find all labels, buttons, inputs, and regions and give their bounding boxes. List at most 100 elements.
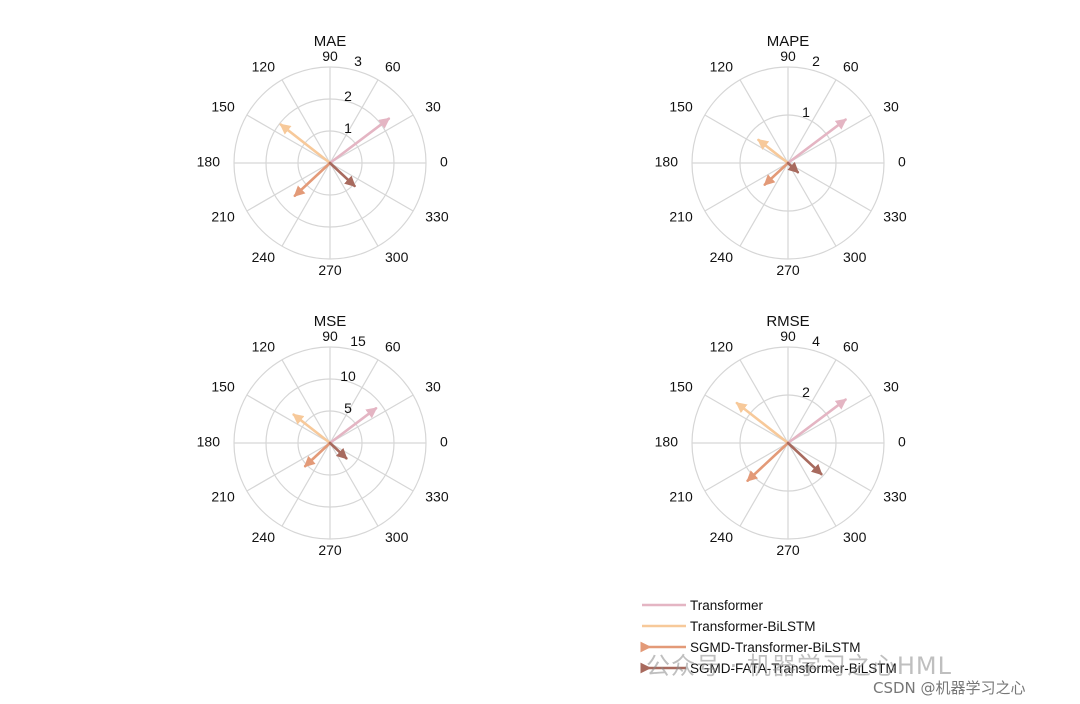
radial-tick-label: 10 bbox=[340, 368, 356, 384]
angle-tick-label: 30 bbox=[883, 99, 899, 115]
arrow-transformer bbox=[328, 117, 391, 165]
chart-title: MAE bbox=[314, 33, 347, 50]
angle-spoke bbox=[329, 162, 379, 247]
radial-tick-label: 1 bbox=[344, 120, 352, 136]
angle-spoke bbox=[787, 359, 837, 444]
legend-label: Transformer-BiLSTM bbox=[690, 619, 816, 634]
angle-tick-label: 330 bbox=[883, 209, 907, 225]
angle-tick-label: 300 bbox=[843, 529, 867, 545]
angle-tick-label: 150 bbox=[669, 99, 693, 115]
angle-spoke bbox=[329, 442, 414, 492]
arrow-transformer-bilstm bbox=[279, 123, 332, 165]
angle-spoke bbox=[329, 79, 379, 164]
angle-tick-label: 180 bbox=[655, 154, 679, 170]
angle-tick-label: 90 bbox=[780, 48, 796, 64]
arrow-transformer bbox=[786, 118, 847, 165]
arrow-sgmd-transformer-bilstm bbox=[746, 441, 790, 482]
angle-spoke bbox=[281, 359, 331, 444]
angle-tick-label: 30 bbox=[425, 379, 441, 395]
angle-spoke bbox=[329, 114, 414, 164]
chart-title: RMSE bbox=[766, 313, 809, 330]
angle-tick-label: 30 bbox=[425, 99, 441, 115]
radial-tick-label: 1 bbox=[802, 104, 810, 120]
angle-tick-label: 0 bbox=[440, 434, 448, 450]
radial-tick-label: 2 bbox=[802, 384, 810, 400]
angle-spoke bbox=[281, 162, 331, 247]
angle-spoke bbox=[246, 114, 331, 164]
radial-tick-label: 5 bbox=[344, 400, 352, 416]
angle-tick-label: 150 bbox=[669, 379, 693, 395]
angle-tick-label: 210 bbox=[211, 209, 235, 225]
angle-spoke bbox=[787, 162, 872, 212]
angle-spoke bbox=[246, 394, 331, 444]
angle-tick-label: 240 bbox=[252, 529, 276, 545]
angle-tick-label: 330 bbox=[883, 489, 907, 505]
angle-spoke bbox=[281, 442, 331, 527]
angle-tick-label: 210 bbox=[669, 489, 693, 505]
angle-spoke bbox=[704, 394, 789, 444]
angle-tick-label: 0 bbox=[440, 154, 448, 170]
angle-tick-label: 90 bbox=[322, 328, 338, 344]
legend-label: SGMD-Transformer-BiLSTM bbox=[690, 640, 861, 655]
angle-tick-label: 180 bbox=[197, 434, 221, 450]
angle-tick-label: 300 bbox=[385, 249, 409, 265]
angle-tick-label: 270 bbox=[318, 262, 342, 278]
chart-panels: 0306090120150180210240270300330123MAE030… bbox=[197, 33, 907, 558]
polar-panel-mae: 0 30 60 90 120 150 180 210 240 270 300 330 1 2 3 MAE bbox=[197, 33, 449, 278]
angle-tick-label: 210 bbox=[211, 489, 235, 505]
radial-tick-label: 3 bbox=[354, 53, 362, 69]
angle-tick-label: 270 bbox=[318, 542, 342, 558]
arrow-sgmd-transformer-bilstm bbox=[293, 161, 332, 198]
angle-spoke bbox=[246, 162, 331, 212]
csdn-watermark: CSDN @机器学习之心 bbox=[873, 679, 1026, 697]
angle-tick-label: 120 bbox=[710, 338, 734, 354]
angle-tick-label: 120 bbox=[252, 338, 276, 354]
angle-tick-label: 180 bbox=[197, 154, 221, 170]
angle-spoke bbox=[787, 162, 837, 247]
angle-spoke bbox=[739, 79, 789, 164]
angle-tick-label: 180 bbox=[655, 434, 679, 450]
angle-spoke bbox=[787, 442, 872, 492]
legend-entry: Transformer-BiLSTM bbox=[642, 619, 816, 634]
angle-tick-label: 210 bbox=[669, 209, 693, 225]
angle-spoke bbox=[787, 394, 872, 444]
angle-tick-label: 300 bbox=[385, 529, 409, 545]
arrow-sgmd-transformer-bilstm bbox=[763, 161, 790, 186]
arrow-sgmd-fata-transformer-bilstm bbox=[328, 161, 356, 188]
angle-spoke bbox=[704, 162, 789, 212]
radial-tick-label: 4 bbox=[812, 333, 820, 349]
angle-tick-label: 300 bbox=[843, 249, 867, 265]
angle-spoke bbox=[704, 442, 789, 492]
angle-spoke bbox=[739, 442, 789, 527]
legend-entry: SGMD-FATA-Transformer-BiLSTM bbox=[640, 661, 897, 676]
angle-spoke bbox=[329, 394, 414, 444]
angle-tick-label: 60 bbox=[385, 338, 401, 354]
arrow-sgmd-fata-transformer-bilstm bbox=[786, 161, 800, 174]
angle-spoke bbox=[739, 359, 789, 444]
angle-spoke bbox=[329, 442, 379, 527]
angle-tick-label: 270 bbox=[776, 542, 800, 558]
arrow-sgmd-fata-transformer-bilstm bbox=[328, 441, 348, 460]
angle-tick-label: 0 bbox=[898, 434, 906, 450]
angle-tick-label: 90 bbox=[780, 328, 796, 344]
angle-tick-label: 60 bbox=[843, 338, 859, 354]
angle-tick-label: 240 bbox=[252, 249, 276, 265]
angle-tick-label: 240 bbox=[710, 249, 734, 265]
angle-tick-label: 330 bbox=[425, 489, 449, 505]
arrow-sgmd-transformer-bilstm bbox=[303, 441, 332, 468]
radial-tick-label: 15 bbox=[350, 333, 366, 349]
arrow-transformer bbox=[786, 398, 847, 445]
legend-entry: SGMD-Transformer-BiLSTM bbox=[640, 640, 861, 655]
angle-tick-label: 150 bbox=[211, 99, 235, 115]
arrow-transformer-bilstm bbox=[757, 138, 790, 165]
angle-tick-label: 120 bbox=[252, 58, 276, 74]
arrow-transformer bbox=[328, 407, 378, 445]
arrow-transformer-bilstm bbox=[292, 413, 332, 445]
angle-spoke bbox=[329, 162, 414, 212]
angle-tick-label: 270 bbox=[776, 262, 800, 278]
angle-tick-label: 240 bbox=[710, 529, 734, 545]
angle-spoke bbox=[704, 114, 789, 164]
